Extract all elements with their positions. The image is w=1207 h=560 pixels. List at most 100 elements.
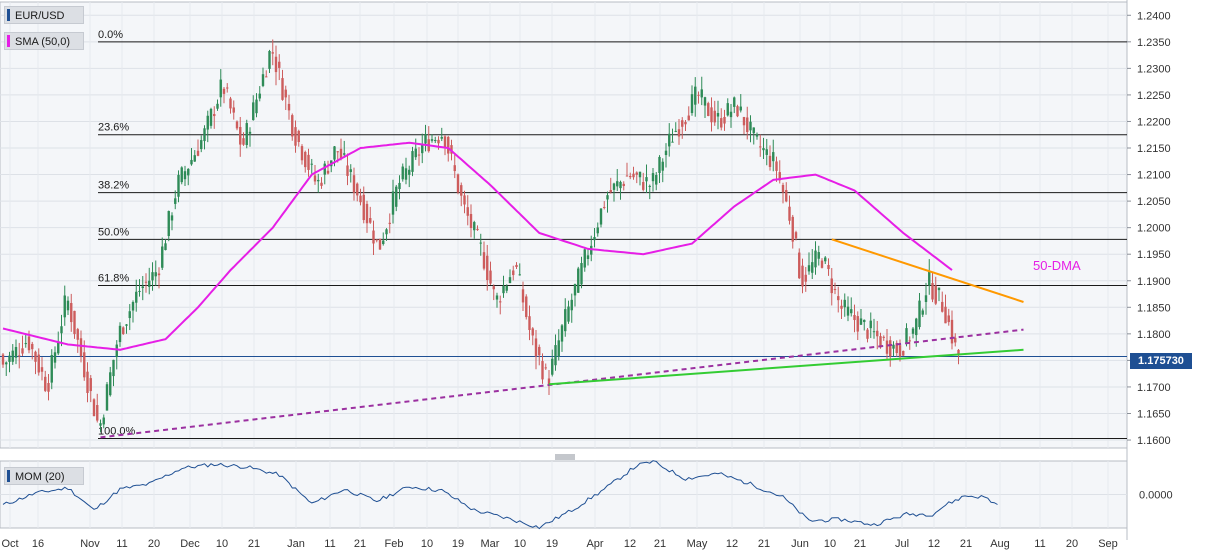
sma-50-line — [2, 141, 953, 351]
candle-body-113 — [369, 218, 372, 223]
time-tick-label-13: 19 — [452, 538, 464, 550]
candle-body-106 — [346, 165, 349, 176]
candle-body-163 — [531, 328, 534, 336]
candle-body-122 — [398, 182, 401, 190]
candle-body-193 — [629, 175, 632, 178]
symbol-legend-label: EUR/USD — [15, 10, 65, 22]
candle-body-10 — [34, 351, 37, 362]
candle-body-218 — [710, 107, 713, 123]
time-tick-label-6: 10 — [216, 538, 228, 550]
candle-body-126 — [411, 151, 414, 172]
time-tick-label-17: Apr — [586, 538, 603, 550]
candle-body-231 — [752, 127, 755, 134]
candle-body-254 — [827, 265, 830, 270]
candle-body-162 — [528, 316, 531, 330]
time-tick-label-20: May — [687, 538, 708, 550]
price-tick-label-6: 1.2100 — [1137, 170, 1171, 182]
candle-body-90 — [294, 127, 297, 146]
candle-body-275 — [895, 342, 898, 354]
time-tick-label-18: 12 — [624, 538, 636, 550]
candle-body-233 — [759, 146, 762, 148]
candle-body-60 — [196, 150, 200, 156]
candle-body-269 — [876, 330, 879, 337]
candle-body-257 — [837, 296, 840, 301]
time-tick-label-30: 11 — [1034, 538, 1045, 550]
fib-level-label-4: 61.8% — [98, 273, 129, 285]
candle-body-20 — [66, 300, 70, 311]
time-tick-label-31: 20 — [1066, 538, 1078, 550]
candle-body-202 — [658, 156, 661, 173]
candle-body-11 — [37, 354, 40, 373]
candle-body-124 — [404, 168, 408, 180]
candle-body-140 — [456, 174, 460, 193]
time-tick-label-26: Jul — [895, 538, 909, 550]
candle-body-175 — [570, 299, 573, 311]
candle-body-281 — [915, 318, 918, 336]
candle-body-264 — [859, 318, 863, 325]
candle-body-165 — [538, 346, 541, 356]
candle-body-225 — [733, 97, 736, 107]
current-price-tag: 1.175730 — [1130, 353, 1192, 369]
candle-body-42 — [138, 290, 141, 292]
candle-body-278 — [905, 328, 908, 344]
candle-body-198 — [645, 177, 648, 182]
candle-body-258 — [840, 305, 843, 309]
candle-body-256 — [833, 289, 837, 291]
candle-body-39 — [128, 311, 131, 319]
candle-body-216 — [703, 97, 707, 106]
candle-body-179 — [583, 249, 586, 268]
candle-body-46 — [151, 272, 154, 281]
candle-body-27 — [89, 378, 92, 392]
trend-line-green-support — [548, 348, 1024, 386]
candle-body-14 — [47, 383, 50, 392]
candle-body-213 — [694, 86, 697, 105]
candle-body-33 — [109, 372, 112, 396]
price-tick-label-16: 1.1600 — [1137, 435, 1171, 447]
candle-body-164 — [534, 338, 538, 357]
candle-body-115 — [375, 239, 378, 241]
time-tick-label-24: 10 — [824, 538, 836, 550]
candle-body-141 — [460, 185, 463, 196]
candle-body-219 — [713, 110, 716, 123]
candle-body-178 — [580, 263, 583, 285]
sma-annotation-label: 50-DMA — [1033, 258, 1081, 273]
candle-body-53 — [174, 198, 177, 204]
sma-swatch — [7, 35, 10, 47]
candle-body-66 — [216, 103, 219, 109]
candle-body-50 — [164, 243, 167, 251]
candle-body-78 — [255, 99, 258, 114]
candle-body-77 — [252, 102, 255, 121]
candle-body-238 — [775, 161, 778, 171]
time-tick-label-1: 16 — [32, 538, 44, 550]
sma-legend: SMA (50,0) — [4, 32, 84, 50]
candle-body-194 — [632, 173, 635, 178]
candle-body-109 — [356, 183, 359, 196]
candle-body-234 — [762, 148, 765, 151]
time-tick-label-8: Jan — [287, 538, 305, 550]
candle-body-152 — [495, 295, 499, 300]
candle-body-18 — [60, 326, 63, 334]
price-tick-label-11: 1.1850 — [1137, 302, 1171, 314]
candle-body-192 — [625, 175, 629, 177]
candle-body-133 — [434, 140, 437, 142]
candle-body-128 — [417, 154, 421, 156]
candle-body-7 — [24, 343, 27, 345]
trend-line-upper-support-dashed — [100, 328, 1024, 439]
candle-body-73 — [239, 126, 242, 145]
candle-body-177 — [577, 268, 580, 293]
candle-body-171 — [557, 340, 560, 357]
candle-body-244 — [794, 232, 798, 239]
candle-body-47 — [154, 272, 157, 277]
sma-legend-label: SMA (50,0) — [15, 36, 71, 48]
candle-body-114 — [372, 230, 375, 244]
candle-body-223 — [726, 103, 729, 116]
symbol-legend: EUR/USD — [4, 6, 84, 24]
candle-body-69 — [226, 87, 229, 89]
time-tick-label-16: 19 — [546, 538, 558, 550]
candle-body-154 — [502, 285, 505, 294]
candle-body-54 — [177, 174, 180, 197]
candle-body-107 — [349, 169, 352, 173]
candle-body-85 — [278, 61, 281, 68]
candle-body-170 — [554, 345, 557, 366]
mom-tick-label-0: 0.0000 — [1139, 490, 1173, 502]
